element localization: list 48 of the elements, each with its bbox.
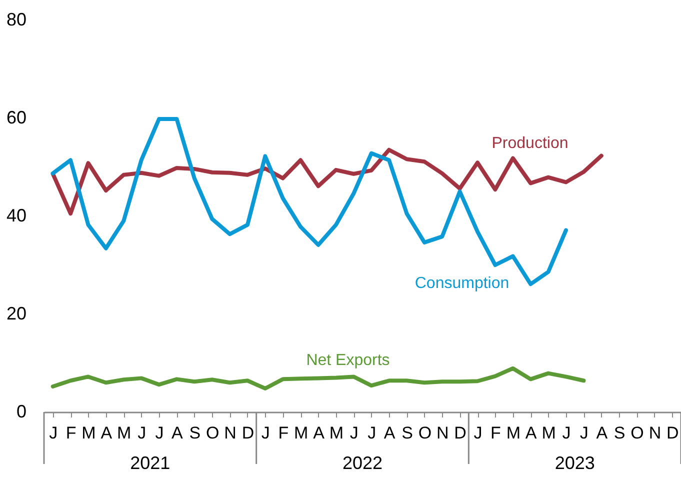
x-tick-label: A	[596, 424, 608, 442]
y-tick-label: 0	[16, 402, 26, 422]
x-tick-label: N	[224, 424, 236, 442]
x-tick-label: J	[562, 424, 571, 442]
x-tick-label: S	[189, 424, 201, 442]
x-tick-label: M	[329, 424, 344, 442]
x-tick-label: J	[49, 424, 58, 442]
text: 2022	[342, 453, 383, 473]
x-tick-label: M	[506, 424, 520, 442]
x-tick-label: A	[384, 424, 396, 442]
x-tick-label: A	[100, 424, 113, 442]
line-series	[50, 148, 604, 216]
x-tick-label: A	[313, 424, 326, 442]
x-tick-label: M	[82, 424, 96, 442]
x-tick-label: F	[278, 424, 289, 442]
y-tick-label: 20	[6, 304, 26, 324]
x-tick-label: S	[614, 424, 626, 442]
x-tick-label: J	[155, 424, 164, 442]
x-tick-label: D	[242, 424, 254, 442]
x-tick-label: M	[294, 424, 308, 442]
x-tick-label: D	[666, 424, 679, 442]
x-tick-label: M	[542, 424, 556, 442]
y-tick-label: 60	[6, 108, 26, 128]
x-tick-label: D	[454, 424, 466, 442]
x-tick-label: J	[580, 424, 588, 442]
x-tick-label: J	[138, 424, 146, 442]
series-label: Production	[492, 135, 568, 152]
x-tick-label: J	[368, 424, 376, 442]
text: 2023	[554, 453, 595, 473]
x-tick-label: J	[350, 424, 358, 442]
x-tick-label: N	[436, 424, 449, 442]
x-tick-label: N	[648, 424, 662, 442]
x-tick-label: J	[474, 424, 482, 442]
x-tick-label: A	[172, 424, 184, 442]
x-tick-label: M	[117, 424, 132, 442]
x-tick-label: S	[402, 424, 413, 442]
x-tick-label: F	[490, 424, 501, 442]
x-tick-label: O	[206, 424, 220, 442]
y-tick-label: 80	[6, 10, 26, 30]
x-tick-label: O	[418, 424, 432, 442]
series-label: Net Exports	[306, 352, 390, 369]
series-label: Consumption	[414, 275, 510, 292]
x-tick-label: A	[525, 424, 538, 442]
text: 2021	[130, 453, 170, 473]
y-tick-label: 40	[6, 206, 26, 226]
x-tick-label: J	[261, 424, 270, 442]
x-tick-label: F	[66, 424, 76, 442]
x-tick-label: O	[630, 424, 644, 442]
